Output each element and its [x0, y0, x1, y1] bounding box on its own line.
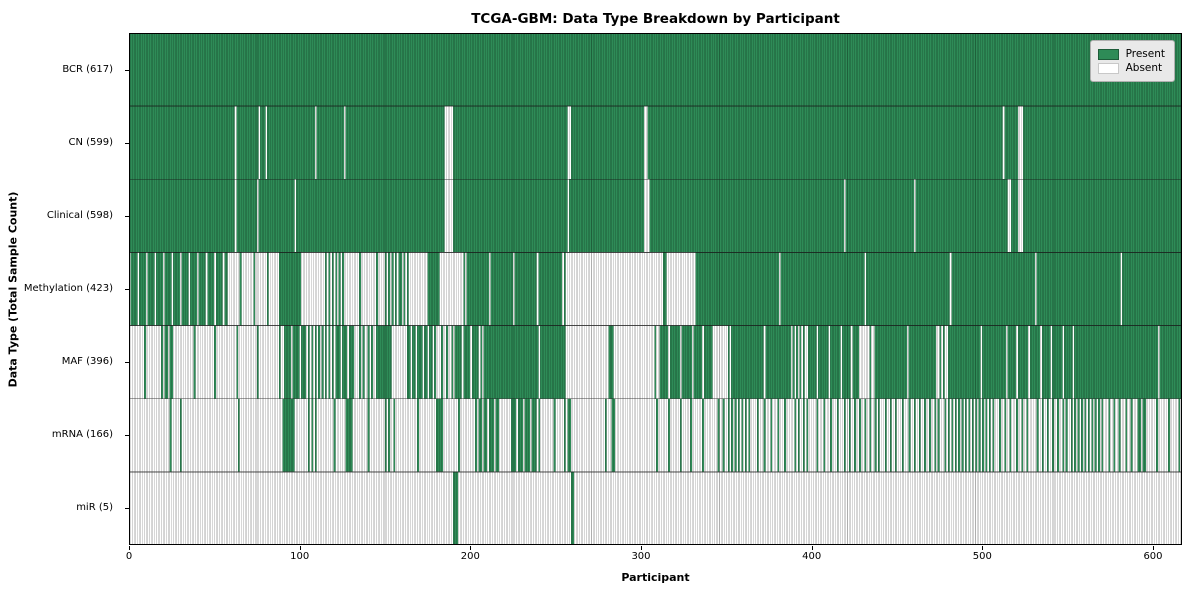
xtick-mark	[470, 546, 472, 550]
y-tick-labels: BCR (617) CN (599) Clinical (598) Methylati…	[0, 0, 129, 600]
ytick-mark	[125, 142, 129, 144]
xtick-mark	[640, 546, 642, 550]
absent-swatch-icon	[1097, 62, 1119, 74]
xtick-mark	[299, 546, 301, 550]
presence-matrix	[129, 33, 1182, 545]
legend: Present Absent	[1089, 40, 1175, 82]
ytick-label-miR: miR (5)	[76, 502, 113, 514]
ytick-mark	[125, 435, 129, 437]
chart-title: TCGA-GBM: Data Type Breakdown by Partici…	[471, 11, 840, 27]
xtick-label-300: 300	[631, 551, 651, 562]
ytick-label-MAF: MAF (396)	[61, 356, 113, 368]
legend-item-present: Present	[1097, 48, 1165, 60]
ytick-mark	[125, 508, 129, 510]
present-swatch-icon	[1097, 48, 1119, 60]
xtick-label-400: 400	[802, 551, 822, 562]
xtick-mark	[811, 546, 813, 550]
ytick-label-CN: CN (599)	[68, 136, 113, 148]
xtick-label-100: 100	[290, 551, 310, 562]
xtick-label-500: 500	[972, 551, 992, 562]
ytick-label-mRNA: mRNA (166)	[51, 429, 113, 441]
ytick-label-Clinical: Clinical (598)	[46, 209, 113, 221]
ytick-mark	[125, 289, 129, 290]
xtick-mark	[129, 546, 130, 550]
xtick-mark	[982, 546, 984, 550]
ytick-mark	[125, 215, 129, 217]
ytick-label-Methylation: Methylation (423)	[23, 283, 113, 294]
plot-area: Present Absent	[129, 33, 1182, 545]
legend-present-label: Present	[1125, 48, 1165, 60]
xtick-label-0: 0	[125, 551, 133, 562]
xtick-label-200: 200	[460, 551, 480, 562]
xtick-mark	[1152, 546, 1154, 550]
ytick-label-BCR: BCR (617)	[62, 63, 113, 75]
ytick-mark	[125, 362, 129, 364]
x-axis-label: Participant	[621, 571, 690, 584]
legend-absent-label: Absent	[1125, 62, 1163, 74]
ytick-mark	[125, 69, 129, 71]
xtick-label-600: 600	[1143, 551, 1163, 562]
legend-item-absent: Absent	[1097, 62, 1165, 74]
